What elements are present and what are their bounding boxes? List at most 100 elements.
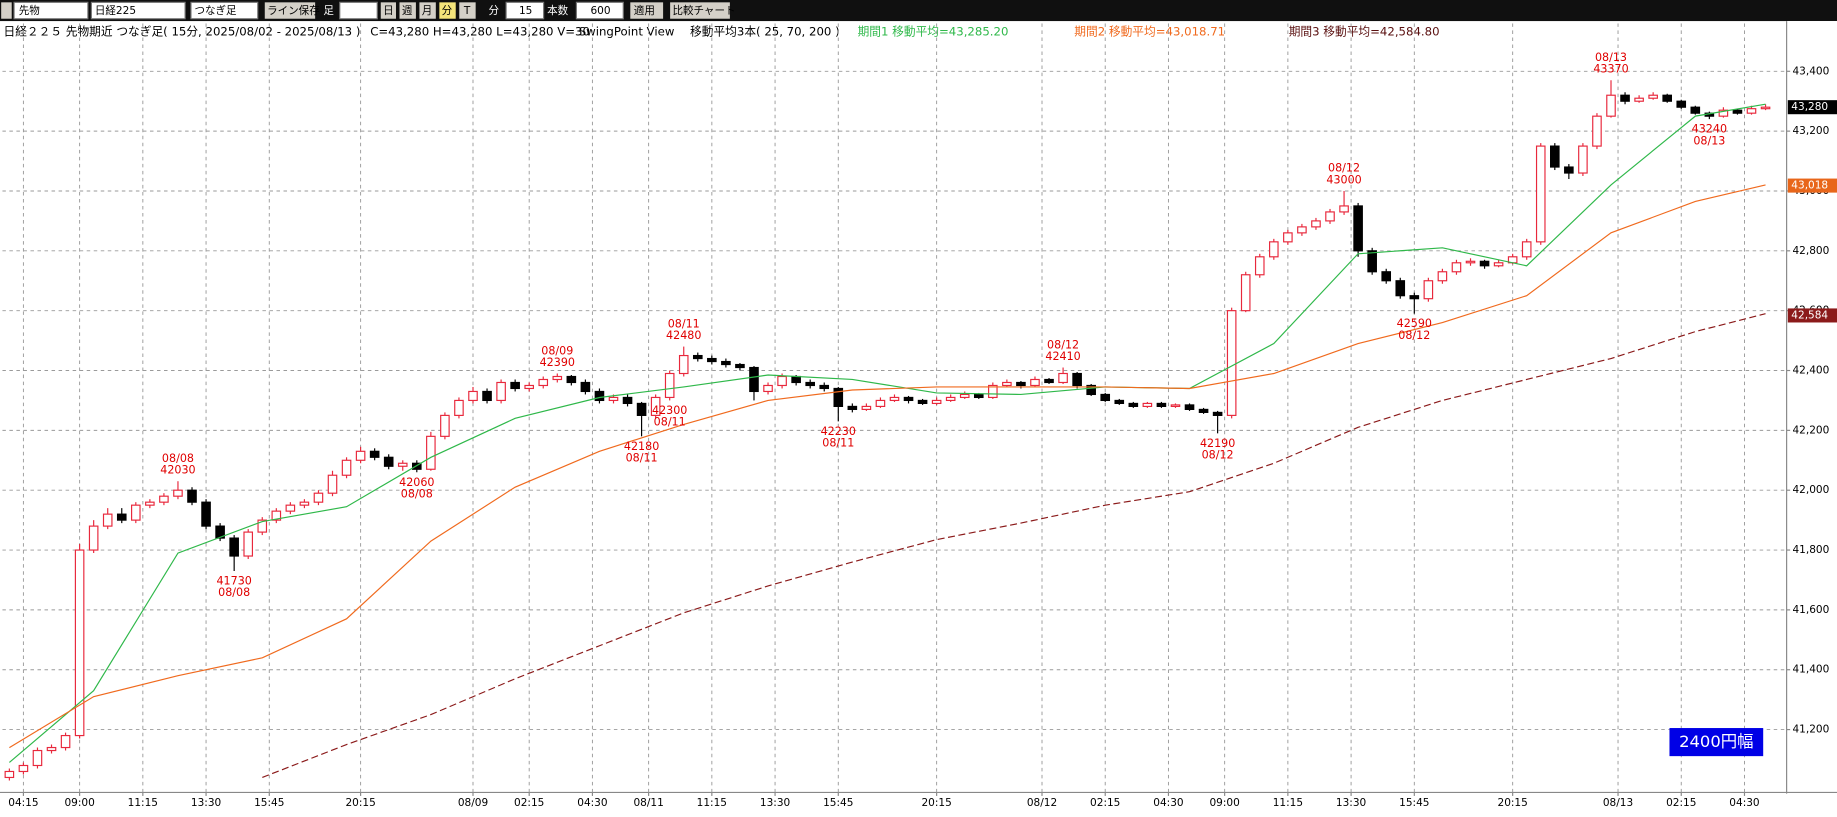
x-tick-label: 20:15 bbox=[1497, 797, 1527, 809]
y-tick-label: 41,400 bbox=[1792, 664, 1829, 676]
candle-body bbox=[243, 531, 254, 557]
button[interactable] bbox=[264, 2, 316, 19]
button[interactable] bbox=[630, 2, 664, 19]
candle-body bbox=[1451, 262, 1462, 273]
x-tick-label: 11:15 bbox=[697, 797, 727, 809]
candle-body bbox=[777, 375, 787, 387]
candle-body bbox=[1564, 166, 1574, 174]
input[interactable] bbox=[575, 1, 624, 20]
candle-body bbox=[159, 495, 169, 503]
candle-body bbox=[131, 504, 141, 521]
button[interactable] bbox=[459, 2, 476, 19]
candle-body bbox=[454, 399, 464, 416]
candle-body bbox=[861, 405, 872, 410]
swing-date: 08/12 bbox=[1202, 449, 1234, 462]
candle-body bbox=[145, 501, 155, 506]
candle-body bbox=[594, 390, 605, 402]
input[interactable] bbox=[339, 1, 378, 20]
candle-body bbox=[1746, 108, 1757, 114]
candle-body bbox=[369, 450, 380, 458]
candle-body bbox=[1086, 384, 1096, 396]
candle-body bbox=[468, 390, 478, 402]
candle-body bbox=[1521, 241, 1532, 258]
candle-body bbox=[341, 459, 352, 476]
button[interactable] bbox=[419, 2, 436, 19]
x-tick-label: 04:30 bbox=[577, 797, 607, 809]
candle-body bbox=[1072, 372, 1082, 387]
candle-body bbox=[1240, 274, 1251, 312]
button-text: 分 bbox=[442, 5, 453, 17]
button-active[interactable] bbox=[439, 2, 456, 19]
header-ma3: 期間3 移動平均=42,584.80 bbox=[1289, 24, 1440, 38]
swing-price: 43240 bbox=[1692, 123, 1727, 136]
candle-body bbox=[1409, 295, 1420, 300]
candle-body bbox=[60, 734, 71, 749]
x-tick-label: 13:30 bbox=[191, 797, 221, 809]
candle-body bbox=[510, 381, 520, 390]
dropdown[interactable] bbox=[190, 1, 259, 20]
candle-body bbox=[763, 384, 773, 393]
candle-body bbox=[875, 399, 886, 408]
price-tag-bg bbox=[1787, 308, 1837, 323]
candle-body bbox=[1732, 109, 1743, 114]
candle-body bbox=[664, 372, 675, 399]
candle-body bbox=[791, 375, 801, 384]
button[interactable] bbox=[670, 2, 730, 19]
candle-body bbox=[1283, 232, 1293, 243]
candle-body bbox=[1535, 145, 1546, 243]
candle-body bbox=[299, 501, 310, 506]
header-ma-setting: 移動平均3本( 25, 70, 200 ) bbox=[690, 24, 840, 38]
candle-body bbox=[1198, 408, 1209, 413]
swing-price: 42300 bbox=[652, 404, 687, 417]
candle-body bbox=[74, 549, 85, 737]
swing-date: 08/11 bbox=[654, 416, 686, 429]
menu-button[interactable] bbox=[1, 2, 12, 19]
candle-body bbox=[1718, 109, 1729, 117]
candle-body bbox=[1044, 378, 1054, 384]
candle-body bbox=[1760, 106, 1771, 110]
button-text: ライン保存 bbox=[267, 4, 320, 17]
button[interactable] bbox=[380, 2, 396, 19]
candle-body bbox=[383, 456, 394, 467]
candle-body bbox=[88, 525, 99, 551]
input[interactable] bbox=[505, 1, 545, 20]
candle-body bbox=[1016, 381, 1026, 387]
candle-body bbox=[116, 513, 127, 521]
candle-body bbox=[1058, 372, 1068, 384]
candle-body bbox=[1170, 404, 1181, 408]
candle-body bbox=[973, 393, 984, 399]
price-tag-bg bbox=[1787, 100, 1837, 115]
candle-body bbox=[959, 393, 970, 399]
candle-body bbox=[805, 381, 815, 387]
dropdown[interactable] bbox=[90, 1, 186, 20]
candle-body bbox=[1465, 260, 1476, 264]
swing-date: 08/11 bbox=[822, 437, 854, 450]
candle-body bbox=[650, 396, 661, 416]
x-tick-label: 02:15 bbox=[1666, 797, 1696, 809]
candle-body bbox=[566, 375, 577, 384]
x-tick-label: 15:45 bbox=[254, 797, 284, 809]
candle-body bbox=[1606, 94, 1616, 117]
candle-body bbox=[173, 489, 183, 497]
candle-body bbox=[707, 357, 717, 363]
swing-date: 08/09 bbox=[541, 344, 573, 357]
candle-body bbox=[608, 396, 619, 402]
button-text: 日 bbox=[383, 5, 394, 17]
swing-price: 41730 bbox=[216, 575, 251, 588]
plot-area: 08/08420304173008/084206008/0808/0942390… bbox=[2, 23, 1787, 793]
candle-body bbox=[1269, 241, 1279, 258]
swing-price: 42060 bbox=[399, 476, 434, 489]
candle-body bbox=[819, 384, 830, 390]
button-text: 月 bbox=[422, 5, 433, 17]
candle-body bbox=[721, 360, 731, 366]
label: 足 bbox=[323, 5, 334, 17]
dropdown[interactable] bbox=[13, 1, 89, 20]
candle-body bbox=[102, 513, 113, 527]
button[interactable] bbox=[399, 2, 416, 19]
label: 本数 bbox=[547, 4, 569, 17]
moving-average-line bbox=[9, 184, 1766, 749]
candle-body bbox=[1226, 310, 1237, 416]
x-tick-label: 04:15 bbox=[8, 797, 38, 809]
candle-body bbox=[622, 396, 633, 405]
